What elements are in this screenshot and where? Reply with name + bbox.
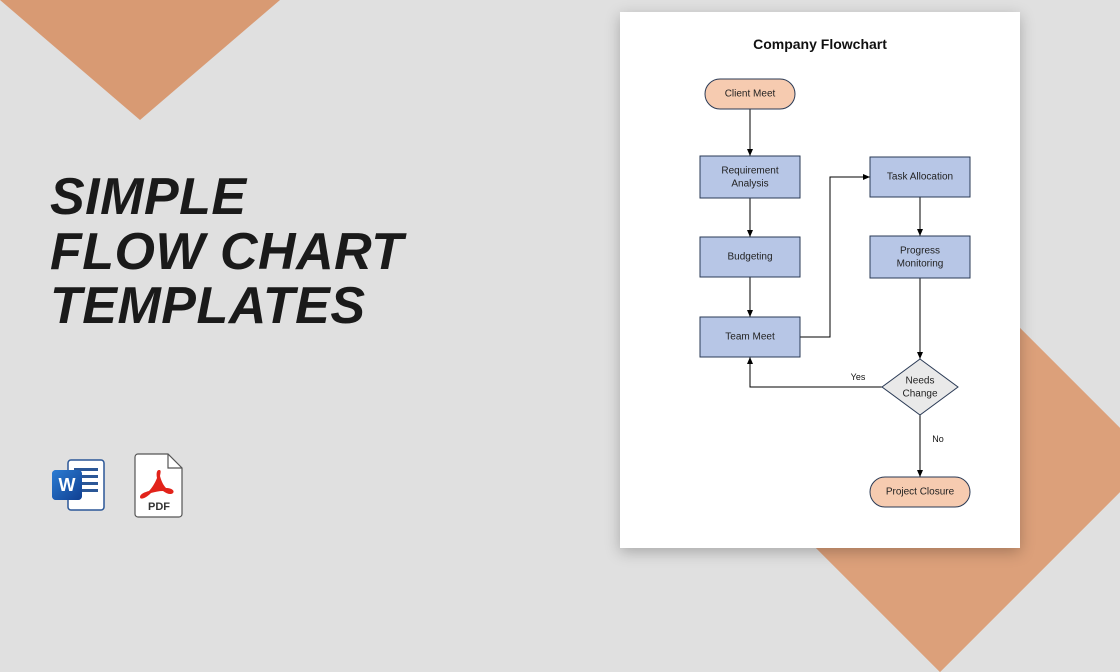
flow-node-label: Budgeting: [727, 252, 772, 263]
flow-node-label: Needs: [906, 376, 935, 387]
flow-edge-label: No: [932, 434, 944, 444]
flow-edge-label: Yes: [851, 372, 866, 382]
flow-node-progress: [870, 236, 970, 278]
headline-line-1: SIMPLE: [50, 170, 404, 225]
flow-node-label: Requirement: [721, 166, 778, 177]
flow-node-label: Project Closure: [886, 487, 955, 498]
flow-node-label: Task Allocation: [887, 172, 953, 183]
flow-node-label: Progress: [900, 246, 940, 257]
decorative-triangle-top: [0, 0, 280, 120]
flowchart-canvas: Yes No Client Meet Requirement Analysis Budge…: [620, 12, 1020, 548]
headline: SIMPLE FLOW CHART TEMPLATES: [50, 170, 404, 334]
flow-edge: [800, 177, 870, 337]
flow-node-req_analysis: [700, 156, 800, 198]
flow-node-label: Client Meet: [725, 89, 776, 100]
flowchart-document: Company Flowchart YesNoClient MeetRequir…: [620, 12, 1020, 548]
headline-line-2: FLOW CHART: [50, 225, 404, 280]
pdf-icon: PDF: [130, 450, 188, 520]
svg-text:W: W: [59, 475, 76, 495]
flow-node-label: Analysis: [731, 179, 768, 190]
word-icon: W: [50, 450, 108, 520]
flow-node-label: Monitoring: [897, 259, 944, 270]
flow-node-label: Change: [902, 389, 937, 400]
headline-line-3: TEMPLATES: [50, 279, 404, 334]
flow-node-needs_change: [882, 359, 958, 415]
file-format-icons: W PDF: [50, 450, 188, 520]
flow-node-label: Team Meet: [725, 332, 775, 343]
svg-text:PDF: PDF: [148, 501, 170, 513]
